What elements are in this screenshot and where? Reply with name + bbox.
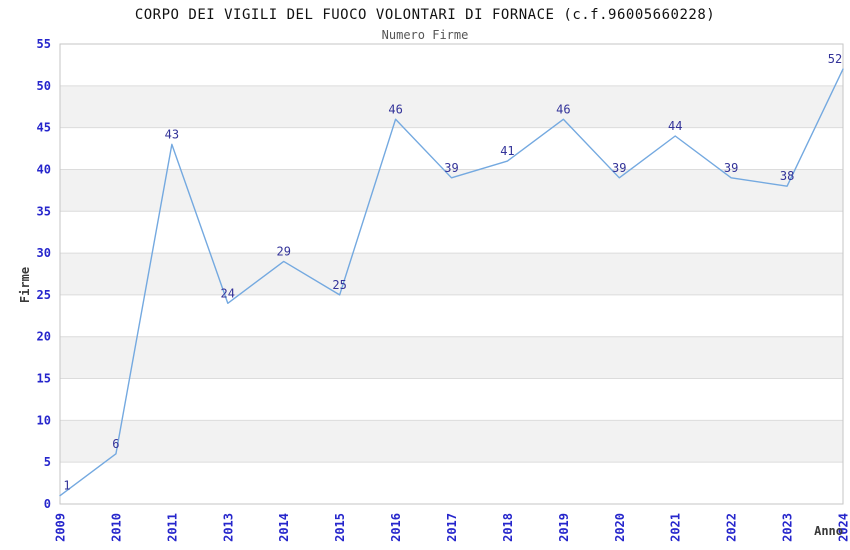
chart-title: CORPO DEI VIGILI DEL FUOCO VOLONTARI DI … bbox=[134, 7, 716, 23]
plot-border bbox=[59, 43, 844, 505]
y-tick-label: 20 bbox=[37, 330, 51, 344]
data-point-label: 43 bbox=[165, 127, 179, 141]
x-tick-label: 2013 bbox=[221, 513, 235, 542]
y-tick-label: 40 bbox=[37, 162, 51, 176]
x-tick-label: 2009 bbox=[54, 513, 68, 542]
y-axis-label: Firme bbox=[18, 266, 32, 304]
y-tick-label: 25 bbox=[37, 288, 51, 302]
y-tick-label: 30 bbox=[37, 246, 51, 260]
x-axis-label: Anno bbox=[814, 524, 843, 538]
x-tick-label: 2015 bbox=[333, 513, 347, 542]
data-point-label: 29 bbox=[276, 244, 290, 258]
y-tick-label: 5 bbox=[44, 455, 51, 469]
data-point-label: 46 bbox=[556, 102, 570, 116]
data-point-label: 39 bbox=[444, 161, 458, 175]
y-tick-label: 50 bbox=[37, 79, 51, 93]
x-tick-label: 2010 bbox=[109, 513, 123, 542]
x-tick-label: 2021 bbox=[669, 513, 683, 542]
y-tick-label: 35 bbox=[37, 204, 51, 218]
y-tick-label: 0 bbox=[44, 497, 51, 511]
y-tick-label: 55 bbox=[37, 37, 51, 51]
data-point-label: 41 bbox=[500, 144, 514, 158]
data-point-label: 39 bbox=[724, 161, 738, 175]
x-tick-label: 2016 bbox=[389, 513, 403, 542]
x-tick-label: 2024 bbox=[837, 513, 850, 542]
grid-band bbox=[60, 420, 843, 463]
x-tick-label: 2018 bbox=[501, 513, 515, 542]
data-point-label: 25 bbox=[332, 278, 346, 292]
data-point-label: 24 bbox=[221, 286, 235, 300]
x-tick-label: 2020 bbox=[613, 513, 627, 542]
x-tick-label: 2011 bbox=[165, 513, 179, 542]
x-tick-label: 2019 bbox=[557, 513, 571, 542]
y-tick-label: 10 bbox=[37, 413, 51, 427]
grid-band bbox=[60, 85, 843, 128]
data-series-line bbox=[59, 68, 844, 497]
x-tick-label: 2014 bbox=[277, 513, 291, 542]
grid-band bbox=[60, 169, 843, 212]
data-point-label: 46 bbox=[388, 102, 402, 116]
grid-band bbox=[60, 253, 843, 295]
data-point-label: 52 bbox=[828, 52, 842, 66]
data-point-label: 44 bbox=[668, 119, 682, 133]
x-tick-label: 2022 bbox=[725, 513, 739, 542]
data-point-label: 39 bbox=[612, 161, 626, 175]
data-point-label: 38 bbox=[780, 169, 794, 183]
data-point-label: 6 bbox=[112, 437, 119, 451]
grid-band bbox=[60, 336, 843, 379]
data-point-label: 1 bbox=[63, 479, 70, 493]
y-tick-label: 15 bbox=[37, 372, 51, 386]
chart-subtitle: Numero Firme bbox=[381, 28, 469, 42]
x-tick-label: 2017 bbox=[445, 513, 459, 542]
x-tick-label: 2023 bbox=[781, 513, 795, 542]
y-tick-label: 45 bbox=[37, 121, 51, 135]
